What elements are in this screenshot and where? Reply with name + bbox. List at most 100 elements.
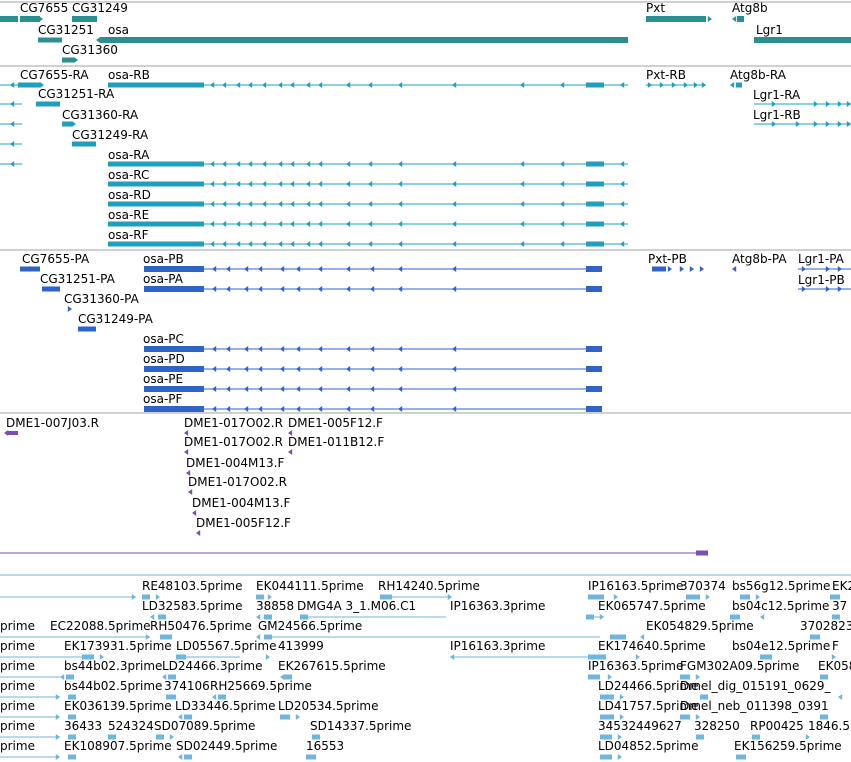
exon-block[interactable] xyxy=(78,326,96,332)
feature-label[interactable]: LD20534.5prime xyxy=(278,699,379,713)
feature-label[interactable]: EK036139.5prime xyxy=(64,699,172,713)
feature-label[interactable]: bs44b02.3prime xyxy=(64,659,162,673)
feature-label[interactable]: 36433 xyxy=(64,719,102,733)
feature-label[interactable]: LD41757.5prime xyxy=(598,699,699,713)
feature-label[interactable]: DME1-005F12.F xyxy=(288,416,383,430)
exon-block[interactable] xyxy=(166,694,176,700)
feature-label[interactable]: Pxt-RB xyxy=(646,68,686,82)
exon-block[interactable] xyxy=(586,614,594,620)
feature-label[interactable]: RH25669.5prime xyxy=(210,679,312,693)
feature-label[interactable]: SD07089.5prime xyxy=(154,719,255,733)
exon-block[interactable] xyxy=(284,674,292,680)
exon-block[interactable] xyxy=(820,714,828,720)
feature-label[interactable]: CG31249-RA xyxy=(72,128,149,142)
exon-block[interactable] xyxy=(108,161,204,167)
feature-label[interactable]: RH14240.5prime xyxy=(378,579,480,593)
feature-label[interactable]: LD04852.5prime xyxy=(598,739,699,753)
feature-label[interactable]: prime xyxy=(0,739,35,753)
feature-label[interactable]: DMG4A 3_1.M06.C1 xyxy=(297,599,416,613)
feature-label[interactable]: F xyxy=(832,639,839,653)
exon-block[interactable] xyxy=(42,286,60,292)
exon-block[interactable] xyxy=(586,346,602,352)
exon-block[interactable] xyxy=(100,37,628,43)
exon-block[interactable] xyxy=(144,346,204,352)
feature-label[interactable]: Pxt-PB xyxy=(648,252,687,266)
feature-label[interactable]: CG31251-PA xyxy=(40,272,116,286)
exon-block[interactable] xyxy=(0,16,18,22)
feature-label[interactable]: CG7655-PA xyxy=(22,252,90,266)
exon-block[interactable] xyxy=(820,674,828,680)
feature-label[interactable]: osa-RE xyxy=(108,208,149,222)
exon-block[interactable] xyxy=(736,82,742,88)
feature-label[interactable]: EK054829.5prime xyxy=(646,619,754,633)
feature-label[interactable]: FGM302A09.5prime xyxy=(680,659,799,673)
exon-block[interactable] xyxy=(737,16,744,22)
exon-block[interactable] xyxy=(652,266,666,272)
exon-block[interactable] xyxy=(68,714,76,720)
feature-label[interactable]: SD02449.5prime xyxy=(176,739,277,753)
feature-label[interactable]: LD24466.5prime xyxy=(598,679,699,693)
feature-label[interactable]: DME1-004M13.F xyxy=(192,496,290,510)
feature-label[interactable]: osa-PD xyxy=(143,352,185,366)
feature-label[interactable]: Lgr1 xyxy=(756,23,783,37)
feature-label[interactable]: LD24466.3prime xyxy=(162,659,263,673)
exon-block[interactable] xyxy=(20,16,40,22)
feature-label[interactable]: CG7655-RA xyxy=(20,68,89,82)
feature-label[interactable]: Pxt xyxy=(646,1,665,15)
exon-block[interactable] xyxy=(600,754,612,760)
exon-block[interactable] xyxy=(62,121,72,127)
feature-label[interactable]: RH50476.5prime xyxy=(150,619,252,633)
exon-block[interactable] xyxy=(588,594,604,600)
exon-block[interactable] xyxy=(832,614,840,620)
feature-label[interactable]: DME1-011B12.F xyxy=(288,435,384,449)
exon-block[interactable] xyxy=(586,221,604,227)
exon-block[interactable] xyxy=(586,286,602,292)
feature-label[interactable]: 524324 xyxy=(108,719,154,733)
feature-label[interactable]: DME1-005F12.F xyxy=(196,516,291,530)
feature-label[interactable]: osa-RB xyxy=(108,68,150,82)
feature-label[interactable]: Atg8b-RA xyxy=(730,68,787,82)
feature-label[interactable]: Dmel_neb_011398_0391 xyxy=(680,699,829,713)
exon-block[interactable] xyxy=(740,594,750,600)
feature-label[interactable]: prime xyxy=(0,659,35,673)
feature-label[interactable]: bs04c12.5prime xyxy=(732,599,829,613)
exon-block[interactable] xyxy=(108,734,116,740)
exon-block[interactable] xyxy=(696,550,708,556)
exon-block[interactable] xyxy=(218,694,226,700)
exon-block[interactable] xyxy=(380,594,392,600)
exon-block[interactable] xyxy=(588,674,600,680)
exon-block[interactable] xyxy=(646,16,706,22)
exon-block[interactable] xyxy=(586,82,604,88)
feature-label[interactable]: Lgr1-RB xyxy=(753,108,801,122)
exon-block[interactable] xyxy=(68,734,76,740)
feature-label[interactable]: 374106 xyxy=(164,679,210,693)
exon-block[interactable] xyxy=(760,654,772,660)
feature-label[interactable]: CG31360-RA xyxy=(62,108,139,122)
feature-label[interactable]: DME1-007J03.R xyxy=(6,416,99,430)
feature-label[interactable]: Lgr1-PB xyxy=(798,273,845,287)
exon-block[interactable] xyxy=(810,634,820,640)
exon-block[interactable] xyxy=(156,734,164,740)
feature-label[interactable]: osa-PE xyxy=(143,372,183,386)
feature-label[interactable]: EK044111.5prime xyxy=(256,579,364,593)
feature-label[interactable]: 34532 xyxy=(598,719,636,733)
exon-block[interactable] xyxy=(184,754,192,760)
exon-block[interactable] xyxy=(142,594,150,600)
exon-block[interactable] xyxy=(176,654,186,660)
exon-block[interactable] xyxy=(586,201,604,207)
exon-block[interactable] xyxy=(680,714,690,720)
feature-label[interactable]: 3702823 xyxy=(800,619,851,633)
feature-label[interactable]: prime xyxy=(0,619,35,633)
feature-label[interactable]: CG31251 xyxy=(38,23,94,37)
feature-label[interactable]: 370374 xyxy=(680,579,726,593)
feature-label[interactable]: DME1-017O02.R xyxy=(188,475,287,489)
feature-label[interactable]: EC22088.5prime xyxy=(50,619,151,633)
exon-block[interactable] xyxy=(700,694,708,700)
exon-block[interactable] xyxy=(280,714,290,720)
feature-label[interactable]: EK108907.5prime xyxy=(64,739,172,753)
exon-block[interactable] xyxy=(680,674,690,680)
exon-block[interactable] xyxy=(158,614,166,620)
exon-block[interactable] xyxy=(730,614,740,620)
feature-label[interactable]: bs56g12.5prime xyxy=(732,579,830,593)
feature-label[interactable]: IP16163.5prime xyxy=(588,579,683,593)
